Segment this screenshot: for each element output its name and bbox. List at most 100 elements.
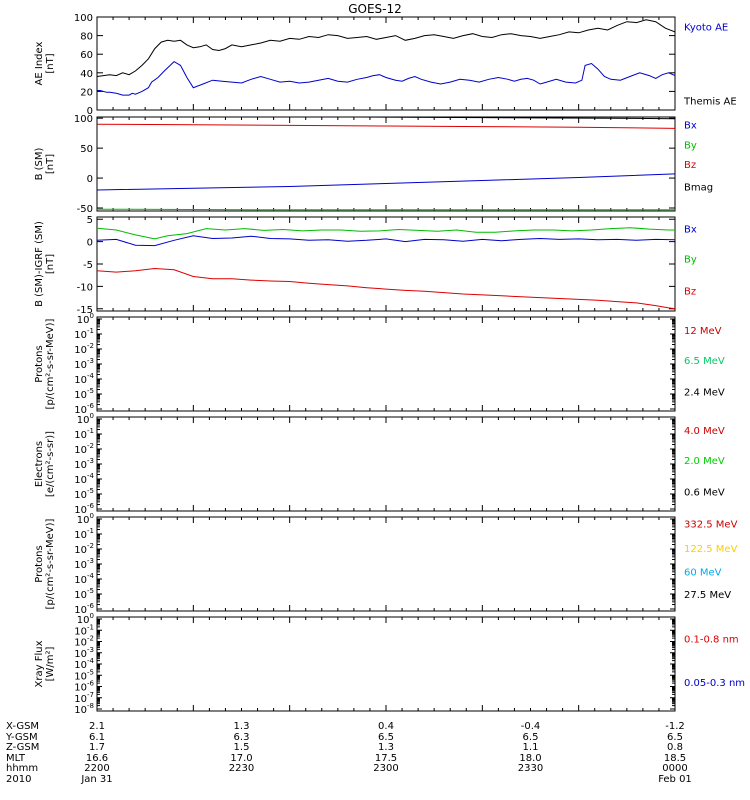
y-axis-label: AE Index[nT] (34, 41, 56, 85)
x-axis-table: X-GSMY-GSMZ-GSMMLThhmm20102.16.11.716.62… (5, 721, 692, 785)
panel-3: B (SM)-IGRF (SM)[nT] -15 -10 -5 0 5 Bx By Bz (34, 215, 697, 316)
y-tick-label: -50 (77, 204, 93, 215)
legend-label-2-0-mev: 2.0 MeV (684, 456, 725, 467)
x-axis-cell: 2230 (229, 763, 254, 774)
x-axis-cell: 6.5 (378, 732, 394, 743)
y-tick-exponent: -1 (87, 623, 94, 631)
y-tick-label: 20 (80, 87, 93, 98)
x-axis-cell: 2300 (373, 763, 398, 774)
x-axis-row-label: Y-GSM (5, 732, 38, 743)
y-tick-label: 10-1 (74, 527, 94, 541)
x-axis-cell: 1.3 (378, 742, 394, 753)
x-axis-cell: 17.5 (375, 753, 397, 764)
legend-label-themis-ae: Themis AE (683, 97, 737, 108)
y-tick-label: 100 (77, 512, 94, 526)
legend-label-27-5-mev: 27.5 MeV (684, 590, 731, 601)
y-tick-exponent: -3 (87, 646, 94, 654)
y-tick-label: 10-8 (74, 702, 94, 716)
series-line-bx (97, 235, 675, 247)
y-tick-exponent: 0 (90, 312, 94, 320)
y-tick-label: 100 (74, 114, 93, 125)
legend-label-bx: Bx (684, 121, 697, 132)
legend-label-bmag: Bmag (684, 183, 713, 194)
y-tick-label: -15 (77, 305, 93, 316)
panel-1: AE Index[nT] 0 20 40 60 80 100 Kyoto AE Themis A… (34, 13, 737, 117)
y-axis-label-line: Protons (34, 545, 45, 582)
x-axis-row-label: Z-GSM (6, 742, 39, 753)
y-tick-exponent: -2 (87, 342, 94, 350)
y-tick-label: 10-5 (74, 587, 94, 601)
y-axis-label-line: [e/(cm²-s-sr)] (45, 431, 56, 497)
y-axis-label-line: B (SM) (34, 147, 45, 180)
y-tick-exponent: -2 (87, 635, 94, 643)
y-tick-label: 10-3 (74, 457, 94, 471)
y-axis-label-line: [nT] (45, 53, 56, 73)
x-axis-cell: 0.8 (667, 742, 683, 753)
y-tick-exponent: -3 (87, 457, 94, 465)
x-axis-cell: Jan 31 (80, 774, 112, 785)
x-axis-cell: 18.0 (519, 753, 541, 764)
panel-2: B (SM)[nT] -50 0 50 100 Bx By Bz Bmag (34, 114, 713, 215)
panel-frame (96, 316, 676, 412)
series-line-bz (97, 123, 675, 129)
y-tick-label: 0 (87, 174, 93, 185)
y-tick-label: 60 (80, 50, 93, 61)
y-tick-label: 10-2 (74, 442, 94, 456)
y-axis-label: Xray Flux[W/m²] (34, 640, 56, 687)
legend-label-by: By (684, 140, 697, 151)
y-tick-exponent: 0 (90, 412, 94, 420)
legend-label-2-4-mev: 2.4 MeV (684, 387, 725, 398)
legend-label-4-0-mev: 4.0 MeV (684, 426, 725, 437)
x-axis-cell: 6.1 (89, 732, 105, 743)
panel-frame (96, 516, 676, 612)
y-axis-label: Protons[p/(cm²-s-sr-MeV)] (34, 318, 56, 409)
y-tick-label: 10-3 (74, 357, 94, 371)
y-tick-exponent: -1 (87, 327, 94, 335)
legend-label-bz: Bz (684, 286, 696, 297)
y-tick-label: 10-4 (74, 472, 94, 486)
x-axis-cell: -0.4 (521, 721, 541, 732)
y-tick-label: 100 (77, 312, 94, 326)
legend-label-0-1-0-8-nm: 0.1-0.8 nm (684, 635, 739, 646)
y-tick-exponent: -6 (87, 402, 95, 410)
y-tick-label: 10-5 (74, 387, 94, 401)
x-axis-row-label: hhmm (6, 763, 38, 774)
legend-label-6-5-mev: 6.5 MeV (684, 356, 725, 367)
y-tick-exponent: -5 (87, 387, 94, 395)
legend-label-0-05-0-3-nm: 0.05-0.3 nm (684, 678, 745, 689)
y-tick-label: 50 (80, 144, 93, 155)
y-tick-exponent: 0 (90, 512, 94, 520)
legend-label-12-mev: 12 MeV (684, 326, 722, 337)
y-tick-label: 10-2 (74, 542, 94, 556)
panel-frame (96, 216, 676, 312)
x-axis-cell: 1.7 (89, 742, 105, 753)
legend-label-0-6-mev: 0.6 MeV (684, 487, 725, 498)
series-line-by (97, 208, 675, 211)
y-tick-exponent: -5 (87, 487, 94, 495)
legend-label-122-5-mev: 122.5 MeV (684, 544, 738, 555)
y-axis-label-line: B (SM)-IGRF (SM) (34, 221, 45, 307)
series-line-bx (97, 173, 675, 191)
x-axis-row-label: MLT (6, 753, 26, 764)
y-axis-label-line: [p/(cm²-s-sr-MeV)] (45, 318, 56, 409)
y-tick-exponent: -4 (87, 657, 95, 665)
y-tick-label: 0 (87, 106, 93, 117)
legend-label-bx: Bx (684, 224, 697, 235)
x-axis-cell: 0.4 (378, 721, 394, 732)
panel-frame (96, 416, 676, 512)
legend-label-by: By (684, 254, 697, 265)
y-tick-exponent: -4 (87, 472, 95, 480)
x-axis-cell: 1.3 (234, 721, 250, 732)
legend-label-bz: Bz (684, 160, 696, 171)
y-axis-label-line: [nT] (45, 254, 56, 274)
y-tick-exponent: -2 (87, 542, 94, 550)
panel-6: Protons[p/(cm²-s-sr-MeV)] 10010-110-210-3… (34, 512, 738, 616)
y-tick-exponent: -3 (87, 357, 94, 365)
y-tick-exponent: -4 (87, 372, 95, 380)
y-tick-label: -5 (83, 260, 93, 271)
y-tick-label: 10-1 (74, 427, 94, 441)
x-axis-cell: 2330 (518, 763, 543, 774)
y-axis-label-line: [p/(cm²-s-sr-MeV)] (45, 518, 56, 609)
x-axis-row-label: 2010 (6, 774, 31, 785)
